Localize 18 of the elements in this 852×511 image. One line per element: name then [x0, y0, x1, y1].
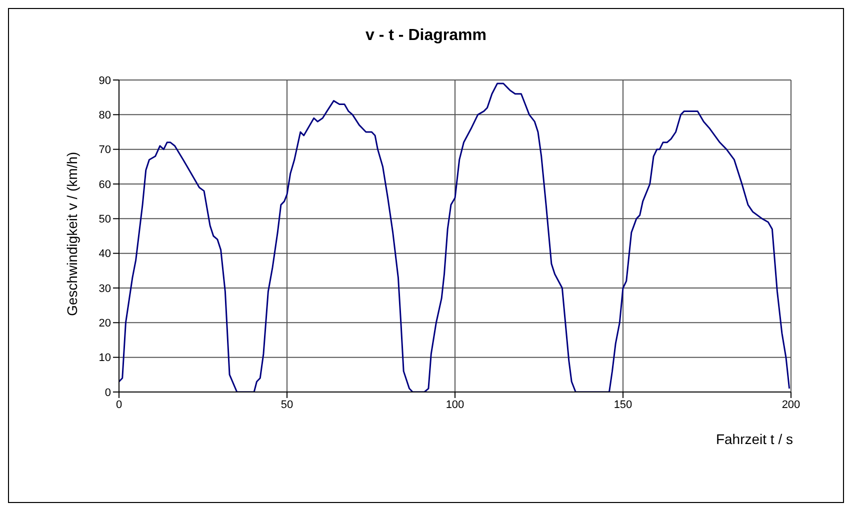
- x-tick-label: 150: [614, 398, 632, 411]
- y-tick-label: 40: [98, 248, 111, 260]
- y-axis-title: Geschwindigkeit v / (km/h): [64, 152, 80, 316]
- y-tick-label: 20: [98, 318, 111, 330]
- y-tick-label: 30: [98, 282, 111, 295]
- x-tick-label: 200: [782, 398, 800, 411]
- y-tick-label: 50: [98, 214, 111, 226]
- y-tick-label: 0: [104, 386, 111, 399]
- y-tick-label: 70: [98, 144, 111, 156]
- x-axis-title: Fahrzeit t / s: [716, 431, 793, 447]
- y-tick-label: 60: [98, 178, 111, 191]
- y-tick-label: 80: [98, 110, 111, 122]
- chart-title: v - t - Diagramm: [364, 27, 488, 45]
- y-tick-label: 10: [98, 352, 111, 364]
- x-tick-label: 0: [116, 398, 122, 411]
- x-tick-label: 50: [280, 398, 294, 411]
- y-tick-label: 90: [98, 74, 111, 87]
- x-tick-label: 100: [446, 398, 464, 411]
